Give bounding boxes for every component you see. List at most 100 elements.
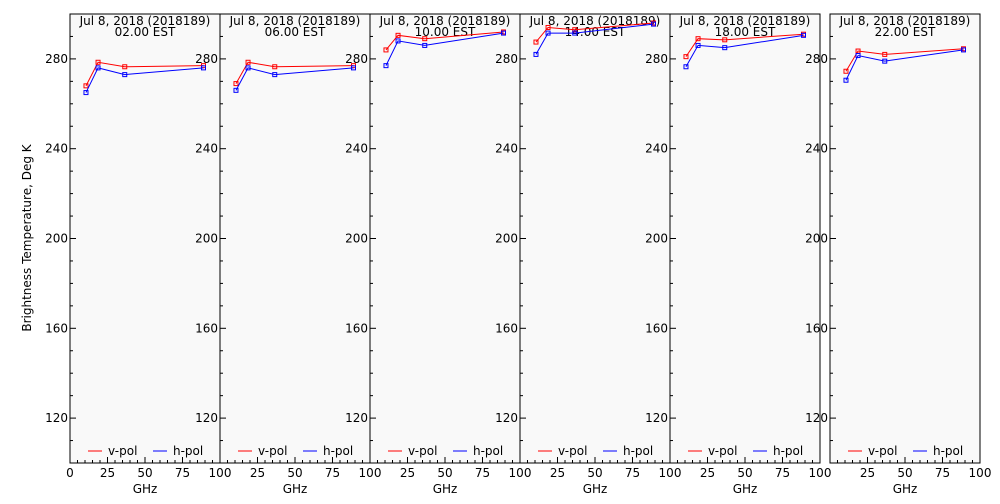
data-point-v-pol [272,64,278,70]
y-tick-label: 160 [345,321,368,335]
x-tick-label: 100 [209,466,232,480]
legend-label-h-pol: h-pol [773,444,803,458]
y-tick-label: 200 [495,232,518,246]
x-tick-label: 100 [359,466,382,480]
panel-frame-1 [69,13,221,464]
x-tick-label: 100 [969,466,992,480]
data-point-h-pol [83,90,89,96]
series-line-v-pol [85,61,204,87]
y-tick-label: 280 [645,52,668,66]
data-point-v-pol [572,27,578,33]
y-tick-label: 120 [195,411,218,425]
data-point-v-pol [383,47,389,53]
y-tick-label: 240 [495,142,518,156]
y-tick-label: 240 [345,142,368,156]
legend-label-v-pol: v-pol [408,444,437,458]
legend-label-v-pol: v-pol [108,444,137,458]
data-point-v-pol [122,64,128,70]
data-point-v-pol [83,83,89,89]
panel-title-date: Jul 8, 2018 (2018189) [229,14,361,28]
x-tick-label: 50 [287,466,302,480]
data-point-h-pol [245,65,251,71]
panel-title-time: 06.00 EST [265,25,326,39]
data-point-h-pol [122,72,128,78]
y-tick-label: 200 [645,232,668,246]
panel-title-date: Jul 8, 2018 (2018189) [839,14,971,28]
data-point-v-pol [422,36,428,42]
data-point-v-pol [683,54,689,60]
data-point-h-pol [272,72,278,78]
series-line-v-pol [385,31,504,51]
x-tick-label: 75 [775,466,790,480]
data-point-h-pol [533,51,539,57]
x-tick-label: 25 [550,466,565,480]
x-tick-label: 100 [509,466,532,480]
x-tick-label: 75 [475,466,490,480]
data-point-v-pol [533,39,539,45]
x-tick-label: 100 [809,466,832,480]
y-tick-label: 120 [645,411,668,425]
y-axis-label: Brightness Temperature, Deg K [20,143,34,331]
data-point-h-pol [722,45,728,51]
data-point-h-pol [201,65,206,71]
x-tick-label: 50 [437,466,452,480]
x-tick-label: 25 [700,466,715,480]
y-tick-label: 160 [805,321,828,335]
y-tick-label: 280 [195,52,218,66]
data-point-h-pol [855,53,861,59]
x-tick-label: 50 [897,466,912,480]
x-tick-label: 100 [659,466,682,480]
y-tick-label: 160 [195,321,218,335]
data-point-h-pol [695,42,701,48]
legend-label-h-pol: h-pol [933,444,963,458]
y-tick-label: 240 [195,142,218,156]
y-tick-label: 280 [345,52,368,66]
legend-label-v-pol: v-pol [558,444,587,458]
data-point-h-pol [233,87,239,93]
data-point-h-pol [95,65,101,71]
data-point-h-pol [961,47,966,53]
series-line-h-pol [235,67,354,91]
x-tick-label: 25 [100,466,115,480]
legend-label-v-pol: v-pol [258,444,287,458]
x-tick-label: 25 [400,466,415,480]
x-axis-label: GHz [893,482,918,496]
data-point-v-pol [722,37,728,43]
x-tick-label: 75 [325,466,340,480]
x-axis-label: GHz [583,482,608,496]
legend-label-v-pol: v-pol [868,444,897,458]
y-tick-label: 120 [495,411,518,425]
legend-label-v-pol: v-pol [708,444,737,458]
data-point-h-pol [882,58,888,64]
data-point-v-pol [233,81,239,87]
x-axis-label: GHz [433,482,458,496]
data-point-h-pol [651,21,656,27]
x-tick-label: 50 [137,466,152,480]
legend-label-h-pol: h-pol [623,444,653,458]
series-line-v-pol [845,48,964,72]
data-point-v-pol [843,68,849,74]
panel-title-date: Jul 8, 2018 (2018189) [79,14,211,28]
series-line-h-pol [385,32,504,66]
x-tick-label: 75 [935,466,950,480]
panel-frame-4 [519,13,671,464]
y-tick-label: 160 [45,321,68,335]
data-point-h-pol [843,77,849,83]
y-tick-label: 240 [805,142,828,156]
data-point-v-pol [245,59,251,65]
x-tick-label: 75 [625,466,640,480]
legend-label-h-pol: h-pol [173,444,203,458]
panel-frame-2 [219,13,371,464]
data-point-v-pol [695,36,701,42]
y-tick-label: 120 [345,411,368,425]
panel-frame-3 [369,13,521,464]
x-axis-label: GHz [133,482,158,496]
data-point-h-pol [572,30,578,36]
x-tick-label: 50 [737,466,752,480]
y-tick-label: 160 [495,321,518,335]
y-tick-label: 280 [45,52,68,66]
panel-title-time: 02.00 EST [115,25,176,39]
series-line-v-pol [535,22,654,43]
